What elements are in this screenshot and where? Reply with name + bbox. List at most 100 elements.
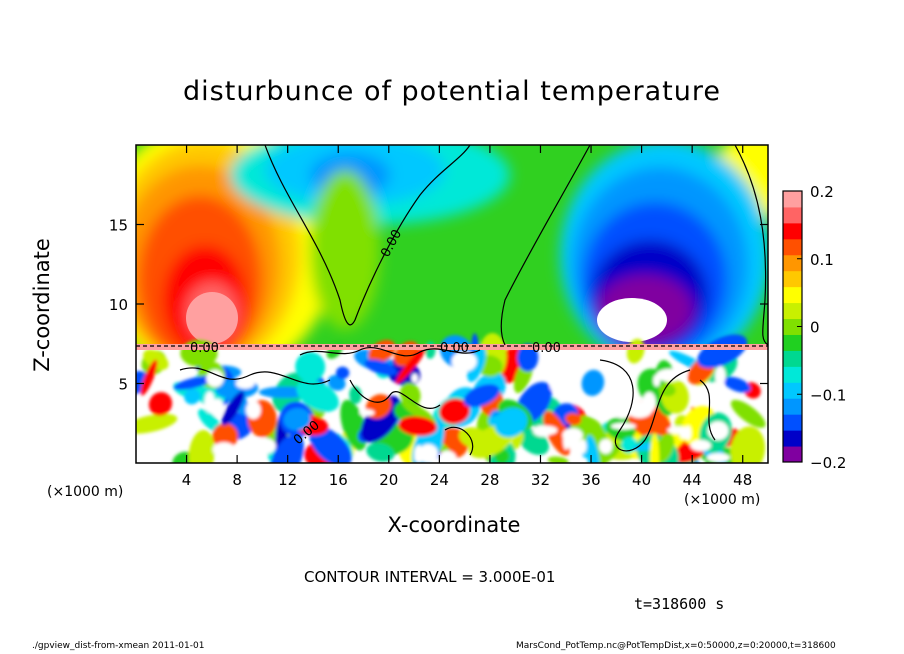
turbulence-blob (349, 386, 362, 404)
turbulence-blob (697, 334, 748, 369)
turbulence-blob (613, 404, 632, 419)
colorbar-segment (783, 318, 802, 335)
colorbar-segment (783, 206, 802, 224)
turbulence-blob (212, 442, 236, 458)
turbulence-blob (599, 439, 613, 454)
x-tick-label: 28 (480, 471, 499, 489)
turbulence-blob (730, 399, 766, 428)
turbulence-blob (398, 416, 438, 437)
colorbar-segment (783, 382, 802, 399)
colorbar-segment (783, 286, 802, 304)
colorbar-segment (783, 398, 802, 415)
turbulence-blob (188, 429, 215, 463)
x-tick-label: 24 (430, 471, 449, 489)
turbulence-blob (221, 391, 245, 426)
turbulence-blob (730, 426, 766, 463)
turbulence-blob (554, 362, 570, 371)
x-tick-label: 36 (581, 471, 600, 489)
turbulence-blob (715, 366, 726, 386)
turbulence-blob (461, 356, 473, 371)
turbulence-blob (212, 423, 238, 449)
colorbar-segment (783, 254, 802, 272)
turbulence-blob (706, 453, 730, 463)
turbulence-blob (581, 369, 605, 397)
turbulence-blob (148, 392, 173, 416)
turbulence-blob (364, 359, 397, 376)
colorbar-segment (783, 350, 802, 367)
turbulence-blob (690, 439, 712, 452)
turbulence-blob (283, 408, 311, 431)
turbulence-blob (366, 442, 395, 462)
turbulence-blob (136, 413, 178, 434)
turbulence-blob (494, 448, 510, 463)
turbulence-blob (517, 343, 539, 372)
turbulence-blob (626, 401, 653, 419)
turbulence-blob (467, 346, 486, 383)
turbulence-blob (335, 366, 350, 380)
turbulence-blob (585, 435, 600, 463)
turbulence-blob (667, 426, 688, 435)
turbulence-blob (494, 407, 528, 438)
y-tick-label: 10 (109, 296, 128, 314)
time-stamp: t=318600 s (634, 595, 725, 613)
colorbar-segment (783, 191, 802, 208)
x-tick-label: 48 (733, 471, 752, 489)
turbulence-blob (140, 359, 158, 396)
turbulence-blob (611, 422, 636, 430)
colorbar-segment (783, 430, 802, 447)
x-axis-label: X-coordinate (387, 513, 521, 537)
x-tick-label: 8 (232, 471, 242, 489)
y-tick-label: 15 (109, 217, 128, 235)
turbulence-blob (549, 382, 558, 391)
turbulence-blob (578, 439, 587, 454)
colorbar-tick-label: −0.1 (810, 386, 846, 404)
colorbar-segment (783, 302, 802, 320)
turbulence-blob (184, 388, 201, 405)
y-tick-label: 5 (118, 376, 128, 394)
contour-label: 0.00 (190, 341, 219, 356)
turbulence-blob (359, 409, 375, 417)
turbulence-blob (563, 432, 569, 450)
turbulence-blob (360, 396, 402, 443)
x-tick-label: 32 (531, 471, 550, 489)
turbulence-blob (395, 345, 428, 384)
turbulence-blob (511, 431, 524, 450)
contour-label: 0.00 (532, 341, 561, 356)
turbulence-blob (269, 434, 304, 463)
x-tick-label: 12 (278, 471, 297, 489)
turbulence-blob (235, 378, 255, 389)
colorbar-segment (783, 366, 802, 383)
turbulence-blob (650, 432, 660, 463)
heatmap-field (136, 145, 768, 463)
turbulence-blob (567, 434, 580, 452)
turbulence-blob (296, 379, 339, 412)
colorbar-segment (783, 446, 802, 463)
turbulence-blob (588, 406, 615, 417)
turbulence-blob (656, 368, 682, 382)
colorbar-segment (783, 238, 802, 256)
turbulence-blob (206, 369, 224, 387)
colorbar-segment (783, 414, 802, 431)
colorbar-tick-label: 0 (810, 319, 820, 337)
turbulence-blob (401, 400, 437, 425)
turbulence-blob (685, 425, 692, 441)
turbulence-blob (583, 442, 622, 463)
turbulence-blob (439, 398, 471, 425)
turbulence-blob (411, 373, 418, 384)
x-unit-label-left: (×1000 m) (47, 484, 124, 500)
turbulence-blob (533, 425, 553, 437)
contour-interval-note: CONTOUR INTERVAL = 3.000E-01 (304, 568, 556, 586)
turbulence-blob (707, 421, 729, 441)
colorbar-segment (783, 270, 802, 288)
footer-script-info: ./gpview_dist-from-xmean 2011-01-01 (32, 641, 205, 651)
turbulence-blob (173, 375, 214, 390)
contour-lines (136, 145, 768, 456)
x-tick-label: 20 (379, 471, 398, 489)
colorbar-segment (783, 334, 802, 351)
footer-data-source: MarsCond_PotTemp.nc@PotTempDist,x=0:5000… (516, 641, 836, 651)
turbulence-blob (211, 398, 224, 417)
x-tick-label: 16 (329, 471, 348, 489)
colorbar-tick-label: 0.2 (810, 183, 834, 201)
